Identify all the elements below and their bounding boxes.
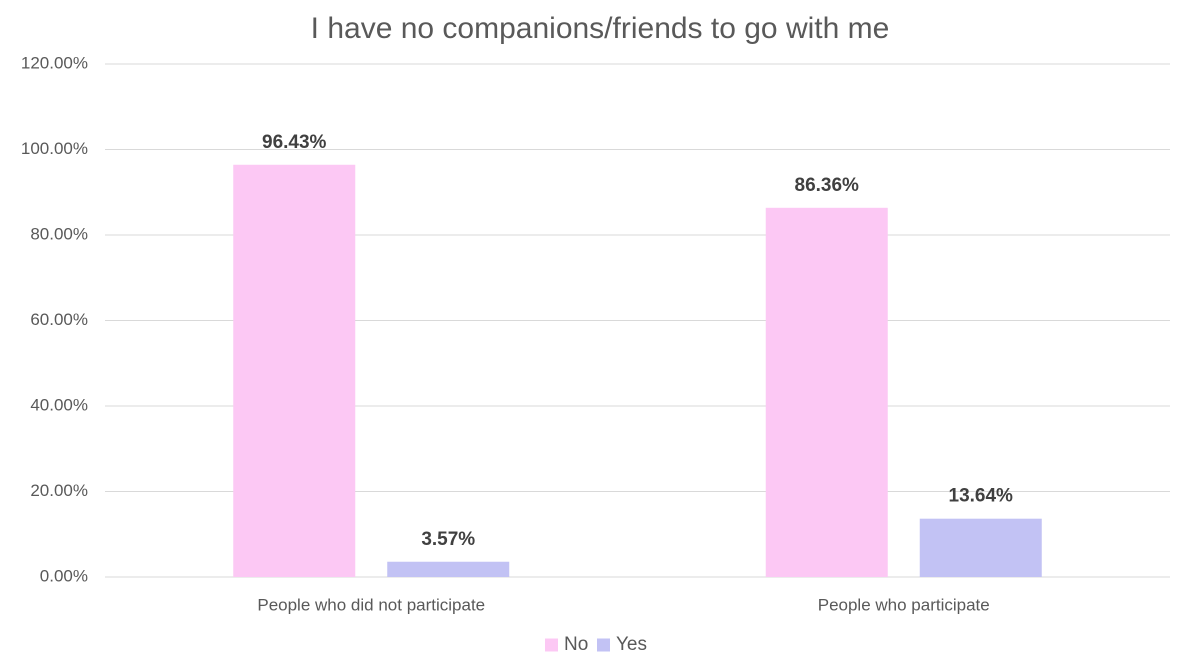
- y-tick-label: 120.00%: [21, 53, 88, 72]
- y-tick-label: 80.00%: [30, 224, 88, 243]
- legend-label: No: [564, 634, 588, 655]
- x-category-label: People who participate: [818, 595, 990, 614]
- legend-item-no: No: [545, 634, 588, 655]
- bar-no-1: [765, 207, 888, 577]
- data-label: 13.64%: [949, 486, 1014, 507]
- data-label: 86.36%: [795, 175, 860, 196]
- bar-yes-1: [919, 518, 1042, 577]
- data-label: 96.43%: [262, 132, 327, 153]
- bar-no-0: [233, 164, 356, 577]
- data-label: 3.57%: [421, 529, 475, 550]
- legend-swatch: [597, 638, 610, 652]
- y-tick-label: 60.00%: [30, 310, 88, 329]
- x-category-label: People who did not participate: [257, 595, 485, 614]
- y-axis-tick-labels: 0.00% 20.00% 40.00% 60.00% 80.00% 100.00% 120.…: [21, 53, 88, 585]
- legend-item-yes: Yes: [597, 634, 647, 655]
- legend-label: Yes: [616, 634, 647, 655]
- data-labels: 96.43% 3.57% 86.36% 13.64%: [262, 132, 1013, 550]
- y-tick-label: 100.00%: [21, 139, 88, 158]
- legend: No Yes: [545, 634, 647, 655]
- bar-yes-0: [387, 561, 510, 577]
- y-tick-label: 0.00%: [40, 566, 88, 585]
- y-tick-label: 20.00%: [30, 481, 88, 500]
- y-tick-label: 40.00%: [30, 395, 88, 414]
- x-axis-category-labels: People who did not participate People who…: [257, 595, 989, 614]
- legend-swatch: [545, 638, 558, 652]
- chart-title: I have no companions/friends to go with …: [311, 12, 890, 45]
- bars: [233, 164, 1042, 577]
